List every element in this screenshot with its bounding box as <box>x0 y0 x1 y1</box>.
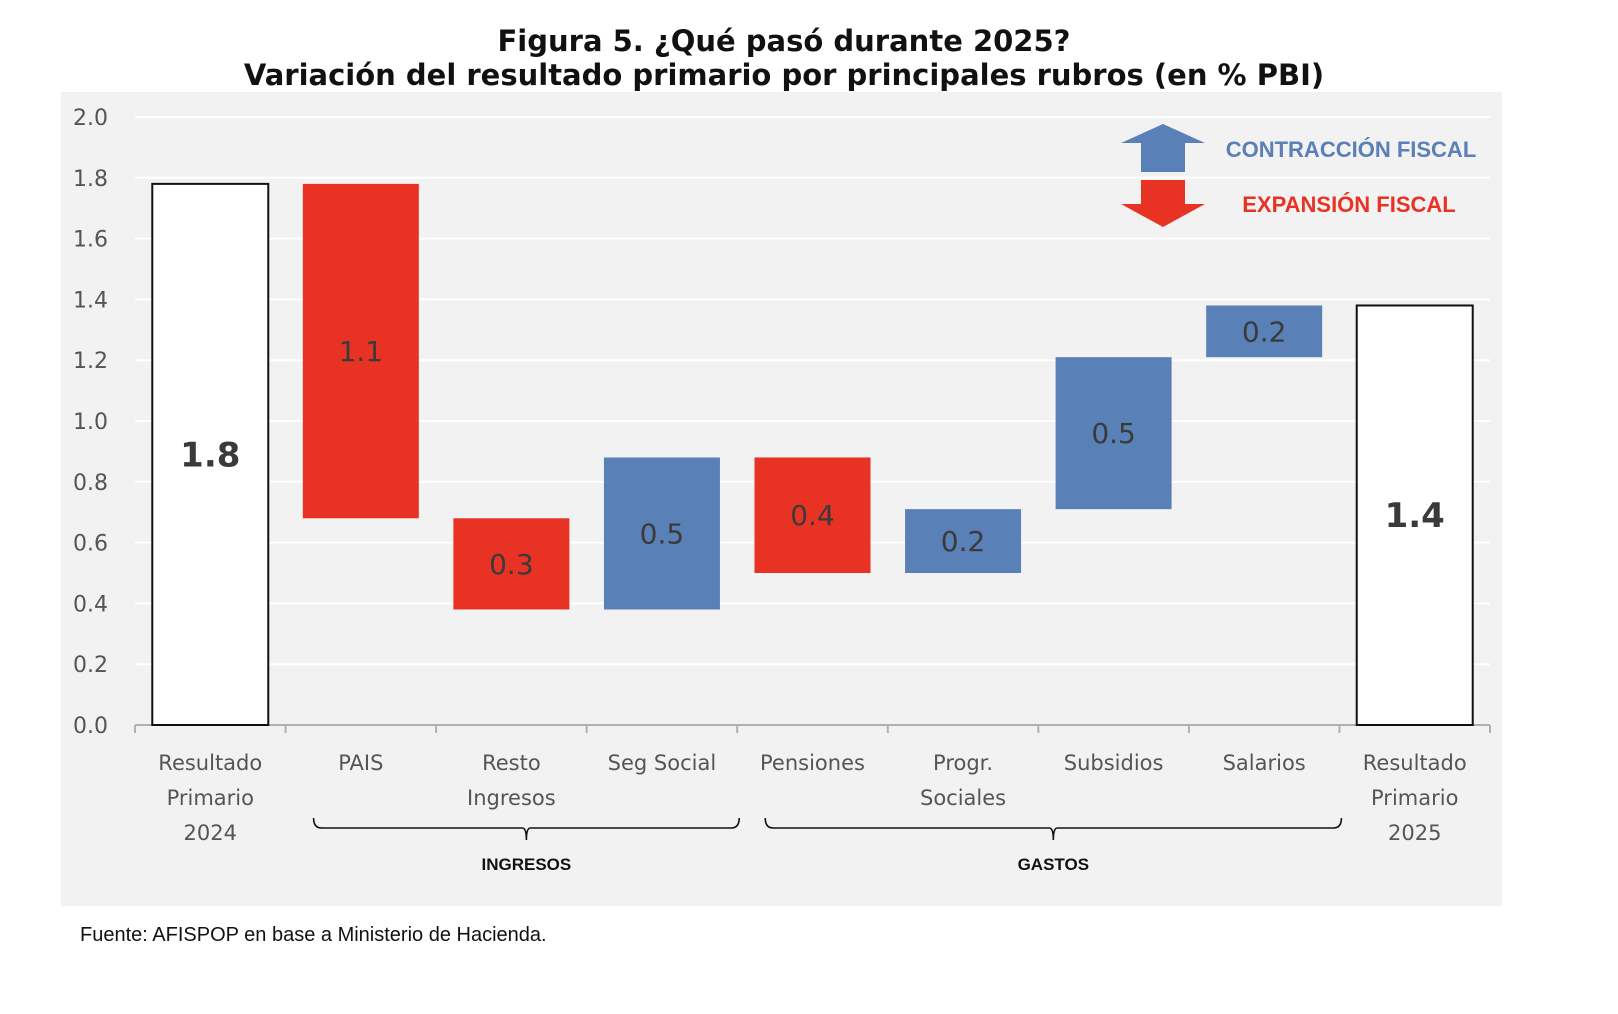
bar-contraction <box>603 457 720 610</box>
arrow-down-icon <box>1121 180 1205 227</box>
legend-label-expansion: EXPANSIÓN FISCAL <box>1242 192 1456 217</box>
x-category-label: Progr. <box>933 751 993 775</box>
bar-contraction <box>1206 305 1323 358</box>
group-label: GASTOS <box>1018 855 1089 874</box>
data-label: 0.5 <box>640 517 685 550</box>
data-label: 0.2 <box>941 525 986 558</box>
x-category-label: Subsidios <box>1064 751 1164 775</box>
y-tick-label: 1.8 <box>73 167 108 192</box>
legend-label-contraction: CONTRACCIÓN FISCAL <box>1226 137 1477 162</box>
data-label: 1.1 <box>339 335 384 368</box>
bar-total <box>1355 304 1474 726</box>
source-note: Fuente: AFISPOP en base a Ministerio de … <box>80 924 547 946</box>
x-category-label: Sociales <box>920 786 1006 810</box>
group-brace <box>764 817 1343 841</box>
data-label: 0.4 <box>790 499 835 532</box>
group-label: INGRESOS <box>482 855 572 874</box>
y-tick-label: 0.8 <box>73 471 108 496</box>
bar-expansion <box>754 457 871 573</box>
x-category-label: Ingresos <box>467 786 556 810</box>
chart-subtitle: Variación del resultado primario por pri… <box>243 58 1325 92</box>
x-category-label: Primario <box>167 786 254 810</box>
x-category-label: PAIS <box>338 751 383 775</box>
bar-expansion <box>453 518 570 610</box>
y-tick-label: 1.2 <box>73 349 108 374</box>
bar-expansion <box>302 183 419 519</box>
y-tick-label: 0.6 <box>73 532 108 557</box>
x-category-label: Seg Social <box>608 751 717 775</box>
y-tick-label: 0.2 <box>73 653 108 678</box>
y-tick-label: 2.0 <box>73 106 108 131</box>
x-category-label: Resultado <box>158 751 262 775</box>
y-tick-label: 0.4 <box>73 592 108 617</box>
chart-title: Figura 5. ¿Qué pasó durante 2025? <box>497 24 1071 58</box>
x-category-label: 2025 <box>1388 821 1441 845</box>
y-tick-label: 1.0 <box>73 410 108 435</box>
data-label: 1.8 <box>180 435 240 475</box>
data-label: 0.2 <box>1242 315 1287 348</box>
x-category-label: Pensiones <box>760 751 865 775</box>
bar-contraction <box>1055 357 1172 510</box>
y-tick-label: 1.6 <box>73 228 108 253</box>
data-label: 0.5 <box>1091 417 1136 450</box>
data-label: 0.3 <box>489 548 534 581</box>
arrow-up-icon <box>1121 124 1205 172</box>
y-tick-label: 1.4 <box>73 288 108 313</box>
x-category-label: 2024 <box>184 821 237 845</box>
data-label: 1.4 <box>1385 496 1445 536</box>
x-category-label: Primario <box>1371 786 1458 810</box>
bar-total <box>151 182 270 726</box>
group-brace <box>312 817 741 841</box>
x-category-label: Resultado <box>1363 751 1467 775</box>
x-category-label: Resto <box>482 751 541 775</box>
y-tick-label: 0.0 <box>73 714 108 739</box>
bar-contraction <box>905 509 1022 573</box>
x-category-label: Salarios <box>1223 751 1306 775</box>
